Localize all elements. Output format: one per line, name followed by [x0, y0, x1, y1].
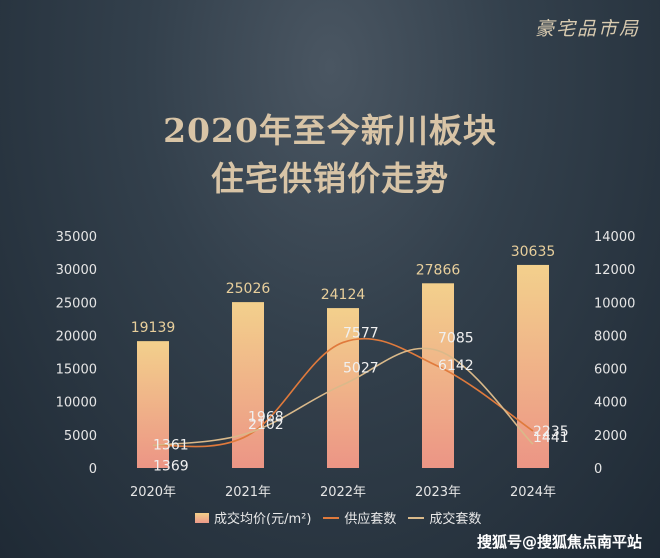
price-bar-label-2: 24124	[321, 287, 366, 303]
price-bar-label-4: 30635	[511, 244, 556, 260]
deals-line	[152, 347, 534, 447]
deals-line-label-2: 5027	[343, 361, 379, 377]
left-axis-tick-2: 10000	[56, 396, 97, 411]
price-bar-label-1: 25026	[226, 281, 271, 297]
legend-item-deals: 成交套数	[408, 508, 481, 527]
right-axis-tick-7: 14000	[594, 230, 635, 245]
left-axis-tick-7: 35000	[56, 230, 97, 245]
price-bar-label-0: 19139	[131, 320, 176, 336]
x-axis-tick-1: 2021年	[225, 485, 271, 500]
brand-logo: 豪宅品市局	[534, 18, 640, 40]
legend-label-supply: 供应套数	[344, 512, 397, 527]
chart-legend: 成交均价(元/m²) 供应套数 成交套数	[195, 508, 485, 527]
chart-title-line-1: 2020年至今新川板块	[163, 111, 497, 150]
left-axis-tick-4: 20000	[56, 329, 97, 344]
legend-swatch-supply	[323, 516, 340, 519]
right-axis-tick-5: 10000	[594, 296, 635, 311]
watermark-text: 搜狐号@搜狐焦点南平站	[476, 533, 642, 551]
x-axis-tick-4: 2024年	[510, 485, 556, 500]
left-axis-tick-5: 25000	[56, 296, 97, 311]
x-axis-tick-2: 2022年	[320, 485, 366, 500]
left-axis-tick-6: 30000	[56, 263, 97, 278]
deals-line-label-4: 1441	[533, 430, 569, 446]
deals-line-label-3: 7085	[438, 331, 474, 347]
legend-swatch-price	[195, 512, 209, 523]
right-axis-tick-6: 12000	[594, 263, 635, 278]
legend-item-price: 成交均价(元/m²)	[195, 508, 311, 527]
legend-item-supply: 供应套数	[323, 508, 396, 527]
price-bar-label-3: 27866	[416, 262, 461, 278]
right-axis-tick-0: 0	[594, 462, 602, 477]
supply-line	[152, 337, 534, 448]
x-axis-tick-3: 2023年	[415, 485, 461, 500]
left-axis-tick-0: 0	[89, 462, 97, 477]
left-axis-tick-3: 15000	[56, 363, 97, 378]
supply-line-label-3: 6142	[438, 358, 474, 374]
left-axis-tick-1: 5000	[64, 429, 97, 444]
supply-line-label-4: 2235	[533, 424, 569, 440]
legend-label-deals: 成交套数	[429, 512, 482, 527]
right-axis-tick-1: 2000	[594, 429, 627, 444]
price-bar-4	[517, 264, 549, 468]
x-axis-tick-0: 2020年	[130, 485, 176, 500]
right-axis-tick-4: 8000	[594, 329, 627, 344]
legend-swatch-deals	[408, 516, 425, 519]
supply-line-label-2: 7577	[343, 325, 379, 341]
right-axis-tick-2: 4000	[594, 396, 627, 411]
deals-line-label-1: 2102	[248, 417, 284, 433]
supply-line-label-1: 1968	[248, 409, 284, 425]
legend-label-price: 成交均价(元/m²)	[214, 512, 312, 527]
price-bar-0	[137, 341, 169, 468]
chart-title-line-2: 住宅供销价走势	[211, 159, 449, 198]
price-bar-2	[327, 308, 359, 468]
right-axis-tick-3: 6000	[594, 363, 627, 378]
price-bar-1	[232, 302, 264, 468]
deals-line-label-0: 1361	[153, 437, 189, 453]
price-bar-3	[422, 283, 454, 468]
supply-line-label-0: 1369	[153, 458, 189, 474]
